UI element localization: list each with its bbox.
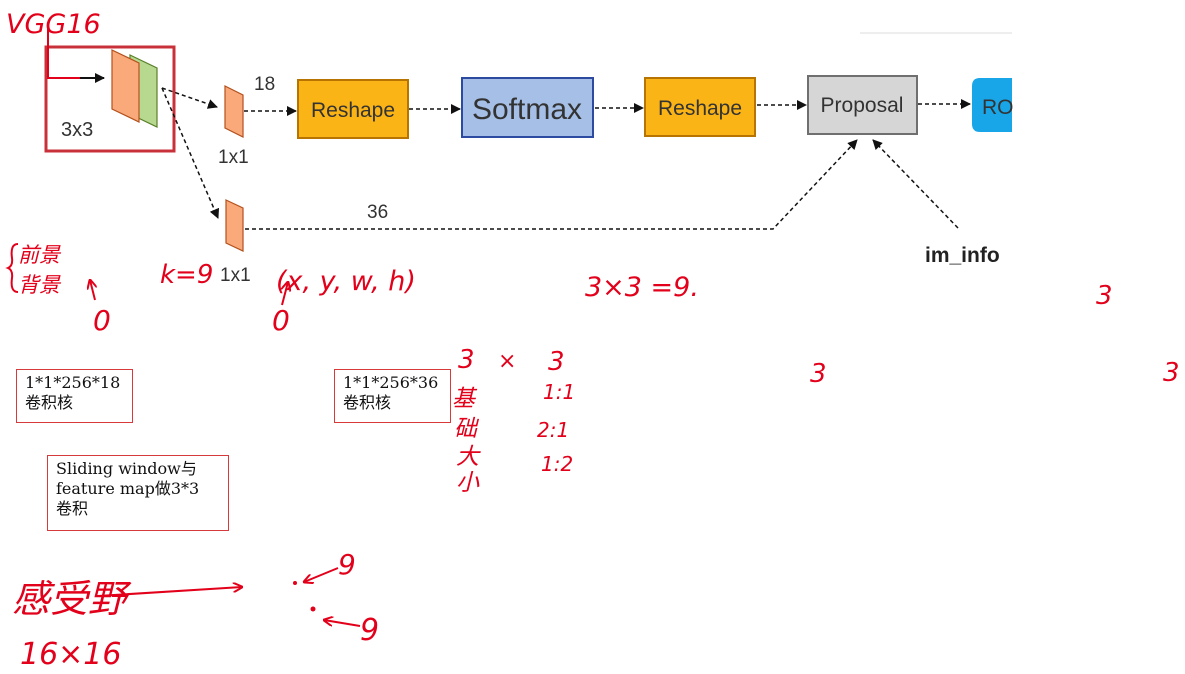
note-sliding-window: Sliding window与 feature map做3*3 卷积 bbox=[47, 455, 229, 531]
note-cls-kernel: 1*1*256*18 卷积核 bbox=[16, 369, 133, 423]
foreground-label: 前景 bbox=[18, 243, 62, 267]
reshape2-label: Reshape bbox=[658, 97, 742, 120]
reg-channels: 36 bbox=[367, 202, 388, 223]
col-three-a: 3 bbox=[458, 345, 475, 375]
reshape2-box bbox=[644, 77, 756, 137]
reshape1-label: Reshape bbox=[311, 99, 395, 122]
base-char-4: 小 bbox=[456, 470, 480, 496]
roi-label: RO bbox=[982, 96, 1014, 119]
base-char-1: 基 bbox=[452, 386, 478, 412]
base-char-2: 础 bbox=[454, 416, 480, 442]
reshape1-box bbox=[297, 79, 409, 139]
k-equals-9: k=9 bbox=[160, 260, 213, 290]
roi-box bbox=[972, 78, 1012, 132]
xywh-label: (x, y, w, h) bbox=[276, 266, 416, 297]
col-three-b: 3 bbox=[548, 347, 565, 377]
conv1x1-reg bbox=[225, 199, 244, 252]
softmax-label: Softmax bbox=[472, 93, 582, 126]
three-far-right: 3 bbox=[1163, 358, 1180, 388]
nine-1: 9 bbox=[338, 548, 356, 581]
receptive-size: 16×16 bbox=[20, 637, 121, 672]
base-char-3: 大 bbox=[456, 444, 481, 470]
ratio-3: 1:2 bbox=[541, 452, 573, 476]
conv1x1-cls-label: 1x1 bbox=[218, 147, 249, 168]
conv-3x3-label: 3x3 bbox=[61, 119, 93, 141]
fg-bg-zero: 0 bbox=[93, 304, 111, 337]
point-1 bbox=[293, 581, 297, 585]
point-2 bbox=[310, 606, 316, 612]
background-label: 背景 bbox=[18, 273, 62, 297]
proposal-box bbox=[807, 75, 918, 135]
softmax-box bbox=[461, 77, 594, 138]
col-times: × bbox=[498, 349, 516, 374]
cls-channels: 18 bbox=[254, 74, 275, 95]
three-top-right: 3 bbox=[1096, 281, 1113, 311]
three-middle: 3 bbox=[810, 359, 827, 389]
ratio-1: 1:1 bbox=[543, 380, 575, 404]
conv1x1-reg-label: 1x1 bbox=[220, 265, 251, 286]
receptive-field-label: 感受野 bbox=[12, 577, 132, 621]
ratio-2: 2:1 bbox=[537, 418, 569, 442]
im-info-label: im_info bbox=[925, 244, 1000, 267]
three-times-three: 3×3 =9. bbox=[585, 272, 699, 303]
vgg16-handwritten: VGG16 bbox=[6, 9, 101, 40]
feature-map-orange bbox=[111, 49, 140, 123]
note-reg-kernel: 1*1*256*36 卷积核 bbox=[334, 369, 451, 423]
vgg-input-arrow bbox=[47, 28, 92, 79]
proposal-label: Proposal bbox=[821, 94, 904, 117]
xywh-zero: 0 bbox=[272, 304, 290, 337]
conv1x1-cls bbox=[224, 85, 244, 138]
vgg-frame bbox=[44, 45, 176, 153]
nine-2: 9 bbox=[360, 613, 379, 648]
